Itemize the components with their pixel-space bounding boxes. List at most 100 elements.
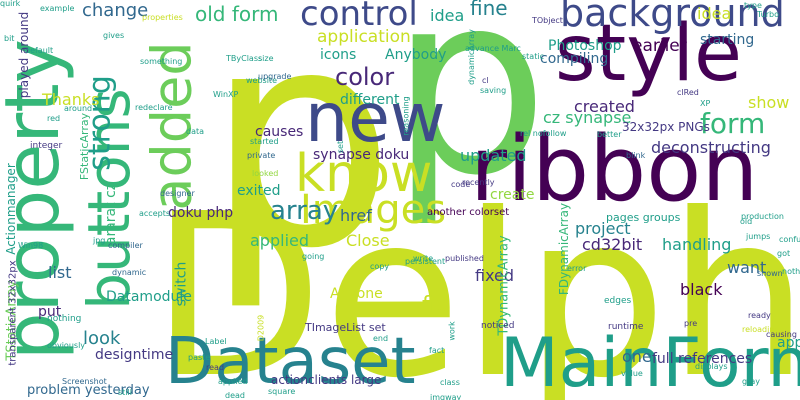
word-synapse-doku: synapse doku — [313, 147, 410, 163]
word-type: type — [744, 1, 762, 10]
word-switch: switch — [172, 261, 189, 306]
word-photoshop: Photoshop — [548, 38, 622, 54]
word-pre: pre — [684, 319, 698, 328]
word-form: form — [700, 107, 766, 140]
word-updated: updated — [460, 146, 527, 165]
word-static: static — [522, 52, 544, 61]
word-show: show — [748, 93, 790, 112]
word-array: array — [270, 196, 339, 226]
word-displays: displays — [695, 362, 728, 371]
word-persistent: persistent — [405, 257, 446, 266]
word-winxp: WinXP — [213, 90, 239, 99]
word-started: started — [250, 137, 279, 146]
word-square: square — [268, 387, 296, 396]
word-read: read — [206, 363, 225, 372]
word-transparent-32x32px: transparent 32x32px — [7, 259, 19, 366]
word-better: better — [597, 130, 622, 139]
word-put: put — [38, 304, 62, 320]
word-designtime: designtime — [95, 347, 174, 363]
word-want: want — [727, 258, 767, 277]
word-another-colorset: another colorset — [427, 207, 510, 218]
word-added: added — [140, 40, 204, 211]
word-copy: copy — [370, 262, 390, 271]
word-data: data — [186, 127, 205, 136]
word-black: black — [680, 280, 723, 299]
word-redeclare: redeclare — [135, 103, 173, 112]
word-actionclients-large: actionclients large — [271, 373, 382, 387]
word-turbo: Turbo — [757, 10, 780, 19]
word-saving: saving — [480, 86, 507, 95]
word-problem-yesterday: problem yesterday — [27, 383, 150, 398]
word-noticed: noticed — [481, 321, 515, 331]
word-example: example — [40, 4, 75, 13]
word-gray: gray — [742, 377, 761, 386]
word-mainform: MainForm — [500, 324, 800, 400]
word-gives: gives — [103, 31, 125, 40]
word-app: app — [777, 335, 800, 351]
word-code: code — [451, 180, 471, 189]
word-dynamic: dynamic — [112, 268, 147, 277]
word-looked: looked — [252, 169, 279, 178]
word-fact: fact — [429, 346, 445, 355]
word-accepts: accepts — [139, 209, 171, 218]
word-p: p — [205, 0, 396, 314]
word-got: got — [777, 249, 791, 258]
word-32x32px-pngs: 32x32px PNGs — [622, 120, 710, 134]
word-played-around: played around — [17, 11, 32, 99]
word-cl: cl — [482, 76, 489, 85]
word-production: production — [741, 212, 784, 221]
word-style: style — [555, 9, 743, 99]
word-starting: starting — [700, 32, 755, 48]
word-old-form: old form — [195, 2, 279, 26]
word-work: work — [447, 320, 457, 341]
word-earlier: earlier — [632, 36, 687, 56]
word-dead: dead — [225, 391, 245, 400]
word-screenshot: Screenshot — [62, 377, 107, 386]
word-deconstructing: deconstructing — [651, 138, 771, 157]
word-applied: applied — [250, 231, 310, 250]
word-thanks: Thanks — [42, 90, 100, 109]
word-default: default — [25, 46, 54, 55]
word-paste: paste — [188, 353, 211, 362]
word-background: background — [560, 0, 785, 35]
word-website: website — [246, 76, 277, 85]
word-timagelist-set: TImageList set — [305, 321, 386, 334]
word-win98: Win98 — [18, 241, 44, 250]
word-d2009: D2009 — [255, 314, 265, 341]
word-look: look — [83, 328, 121, 349]
word-shown: shown — [757, 269, 783, 278]
word-causing: causing — [766, 330, 797, 339]
word-icons: icons — [320, 47, 357, 63]
word-old: old — [740, 217, 753, 226]
word-idea: idea — [430, 6, 465, 25]
word-ribbon: ribbon — [470, 117, 759, 222]
word-jumps: jumps — [746, 232, 771, 241]
word-actionmanager: Actionmanager — [3, 163, 18, 255]
word-designer: designer — [160, 189, 195, 198]
word-tbyclass: TByClass — [226, 54, 263, 63]
word-jpg: jpg — [93, 236, 106, 245]
word-blink: blink — [626, 151, 646, 160]
word-compiling: compiling — [540, 51, 609, 67]
word-full-references: full references — [652, 351, 753, 367]
word-edges: edges — [604, 296, 632, 306]
word-size: size — [258, 54, 274, 63]
word-red: red — [47, 114, 61, 123]
word-anybody: Anybody — [385, 47, 447, 63]
word-nothing: nothing — [47, 314, 82, 324]
word-reloading: reloading — [742, 325, 780, 334]
word-causes: causes — [255, 124, 304, 140]
word-created: created — [574, 97, 635, 116]
word-application: application — [317, 27, 411, 47]
word-handling: handling — [662, 235, 732, 254]
word-tobject: TObject — [532, 16, 563, 25]
word-around: around — [64, 104, 93, 113]
word-xp: XP — [700, 99, 711, 108]
word-idea: idea — [697, 4, 732, 23]
word-still: still — [118, 388, 132, 397]
word-set: set — [336, 140, 346, 154]
word-reasoning: reasoning — [401, 95, 411, 136]
word-exited: exited — [237, 183, 281, 199]
word-label: Label — [205, 337, 227, 346]
word-project: project — [575, 219, 631, 238]
